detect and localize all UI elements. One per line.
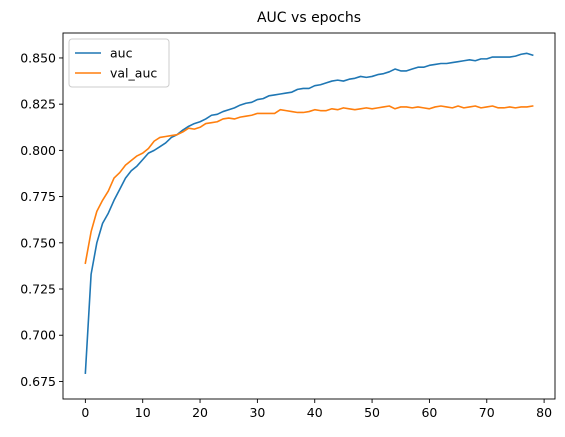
x-tick-label: 80 [536,405,552,420]
y-tick-label: 0.800 [20,143,56,158]
y-tick-label: 0.850 [20,50,56,65]
legend: auc val_auc [68,38,170,88]
x-tick-label: 60 [421,405,437,420]
legend-box [68,38,170,88]
series-line-val-auc [84,105,534,265]
series-layer [84,52,534,374]
y-tick-label: 0.775 [20,189,56,204]
series-line-auc [84,52,534,374]
legend-label-auc: auc [110,46,133,61]
y-tick-label: 0.700 [20,328,56,343]
y-tick-label: 0.825 [20,97,56,112]
x-tick-label: 30 [249,405,265,420]
x-tick-label: 20 [192,405,208,420]
x-tick-label: 10 [135,405,151,420]
x-tick-label: 70 [479,405,495,420]
x-tick-label: 40 [307,405,323,420]
chart-title: AUC vs epochs [257,10,361,26]
x-tick-label: 0 [81,405,89,420]
axes-layer: 0 10 20 30 40 50 60 70 80 0.675 0.700 0.725 0.750 0.7… [20,32,556,420]
y-tick-label: 0.750 [20,235,56,250]
y-tick-label: 0.675 [20,374,56,389]
legend-label-val-auc: val_auc [110,66,157,81]
plot-frame [62,32,556,400]
y-tick-label: 0.725 [20,282,56,297]
x-tick-label: 50 [364,405,380,420]
